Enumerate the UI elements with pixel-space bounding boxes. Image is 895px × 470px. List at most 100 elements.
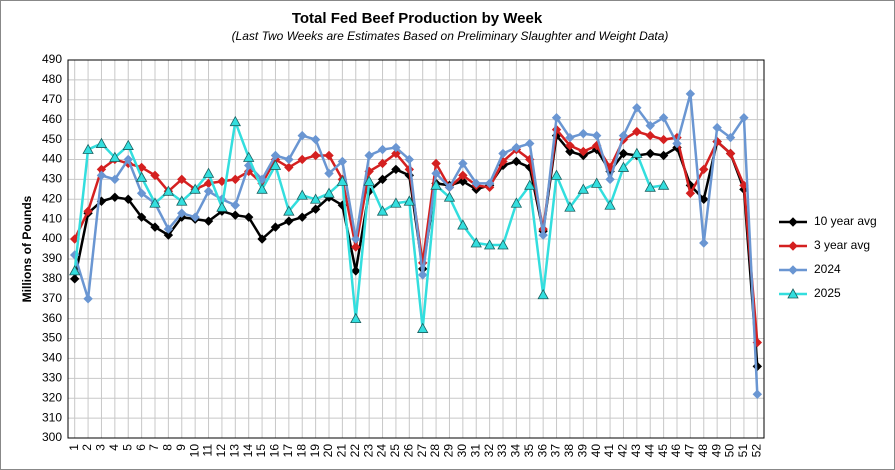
chart-title: Total Fed Beef Production by Week [292, 10, 543, 27]
data-point [83, 294, 93, 304]
x-tick-label: 48 [696, 444, 710, 458]
data-point [136, 212, 147, 222]
data-point [537, 288, 549, 300]
x-tick-label: 28 [428, 444, 442, 458]
data-point [699, 194, 709, 204]
x-tick-label: 27 [415, 444, 429, 458]
data-point [565, 132, 575, 143]
x-tick-label: 9 [174, 444, 188, 451]
x-tick-label: 36 [535, 444, 549, 458]
data-point [217, 176, 227, 187]
data-point [457, 219, 469, 230]
x-tick-label: 16 [268, 444, 282, 458]
x-tick-label: 40 [589, 444, 603, 458]
data-point [632, 103, 642, 113]
y-tick-label: 480 [42, 72, 62, 86]
data-point [658, 150, 669, 161]
data-point [243, 212, 254, 222]
x-tick-label: 10 [187, 444, 201, 458]
y-tick-label: 410 [42, 211, 62, 225]
data-point [351, 234, 361, 244]
data-point [163, 224, 174, 234]
y-tick-label: 490 [42, 52, 62, 66]
x-tick-label: 11 [201, 444, 215, 457]
data-point [377, 144, 388, 155]
data-point [483, 239, 496, 250]
data-point [430, 179, 442, 190]
data-point [591, 177, 603, 188]
x-tick-label: 37 [549, 444, 563, 458]
data-point [122, 139, 134, 150]
data-point [672, 138, 682, 149]
x-tick-label: 43 [629, 444, 643, 458]
data-point [712, 122, 722, 133]
x-tick-label: 31 [468, 444, 482, 458]
data-point [685, 188, 696, 199]
data-point [284, 216, 294, 226]
y-tick-label: 450 [42, 132, 62, 146]
data-point [230, 174, 241, 185]
x-tick-label: 22 [348, 444, 362, 458]
data-point [658, 112, 669, 123]
y-tick-label: 440 [42, 152, 62, 166]
data-point [269, 159, 282, 170]
data-point [591, 130, 602, 141]
data-point [565, 140, 575, 151]
data-point [458, 158, 468, 169]
x-tick-label: 13 [227, 444, 241, 458]
x-tick-label: 17 [281, 444, 295, 458]
data-point [177, 174, 187, 185]
data-point [605, 174, 615, 185]
y-tick-label: 340 [42, 351, 62, 365]
y-axis-label: Millions of Pounds [20, 195, 34, 302]
data-point [632, 126, 642, 137]
data-point [376, 205, 389, 216]
x-tick-label: 1 [67, 444, 81, 451]
data-point [176, 195, 188, 206]
data-point [202, 167, 215, 178]
data-point [725, 132, 736, 143]
data-point [310, 204, 321, 214]
data-point [230, 210, 241, 220]
y-tick-label: 460 [42, 112, 62, 126]
x-tick-label: 8 [161, 444, 175, 451]
data-point [323, 187, 335, 198]
data-point [498, 148, 508, 159]
x-tick-label: 18 [294, 444, 308, 458]
x-tick-label: 2 [80, 444, 94, 451]
x-tick-label: 34 [509, 444, 523, 458]
data-point [284, 154, 294, 165]
y-tick-label: 320 [42, 390, 62, 404]
data-point [550, 169, 563, 180]
y-tick-label: 420 [42, 191, 62, 205]
data-point [431, 168, 441, 179]
x-tick-label: 35 [522, 444, 536, 458]
x-tick-label: 49 [709, 444, 723, 458]
data-point [364, 150, 374, 161]
data-point [510, 197, 523, 208]
x-tick-label: 38 [562, 444, 576, 458]
legend-marker [787, 288, 799, 299]
data-point [645, 148, 655, 159]
data-point [391, 142, 401, 153]
data-point [270, 150, 281, 161]
data-point [284, 162, 294, 173]
x-tick-label: 50 [723, 444, 737, 458]
data-point [404, 154, 415, 165]
data-point [190, 212, 200, 222]
x-tick-label: 19 [308, 444, 322, 458]
data-point [123, 154, 133, 165]
data-point [511, 142, 522, 153]
x-tick-label: 15 [254, 444, 268, 458]
data-point [699, 164, 709, 175]
x-tick-label: 24 [375, 444, 389, 458]
x-tick-label: 20 [321, 444, 335, 458]
data-point [458, 170, 468, 181]
data-point [270, 222, 281, 232]
data-point [538, 230, 548, 240]
data-point [511, 156, 522, 167]
data-point [177, 208, 187, 218]
data-point [189, 183, 201, 194]
data-point [162, 185, 175, 196]
